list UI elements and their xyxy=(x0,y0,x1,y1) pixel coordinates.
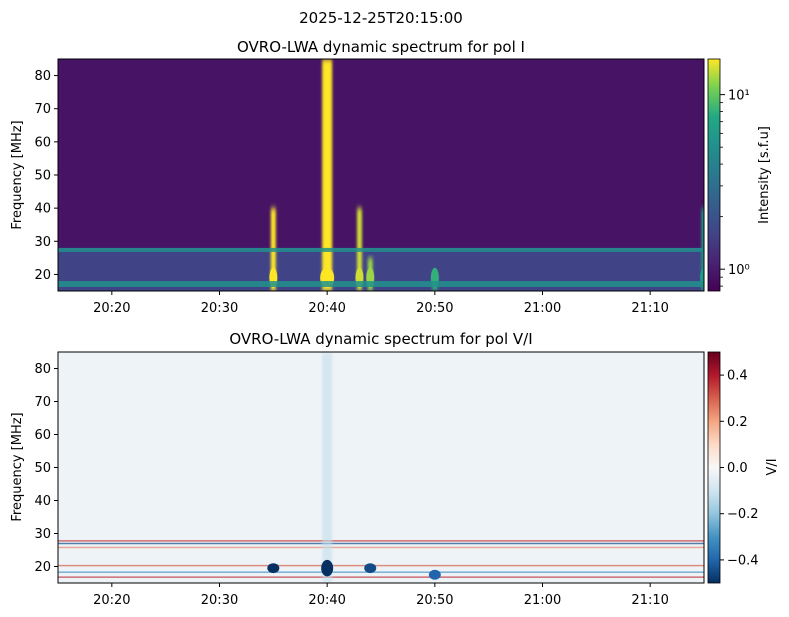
panel-pol-vi: OVRO-LWA dynamic spectrum for pol V/I 20… xyxy=(10,330,780,608)
y-tick-label: 20 xyxy=(34,560,51,575)
panel-pol-i-title: OVRO-LWA dynamic spectrum for pol I xyxy=(237,38,525,56)
x-tick-label: 21:00 xyxy=(524,301,561,316)
y-tick-label: 30 xyxy=(34,527,51,542)
colorbar-gradient xyxy=(707,351,721,584)
colorbar-tick-label: 10⁰ xyxy=(728,263,750,278)
x-tick-label: 20:30 xyxy=(201,301,238,316)
heatmap-background xyxy=(58,352,704,583)
freq-stripe xyxy=(58,564,704,567)
y-tick-label: 30 xyxy=(34,235,51,250)
y-tick-label: 40 xyxy=(34,494,51,509)
freq-stripe xyxy=(58,542,704,545)
x-tick-label: 21:10 xyxy=(631,301,668,316)
x-tick-label: 20:40 xyxy=(308,301,345,316)
rfi-band xyxy=(58,281,704,288)
y-tick-label: 80 xyxy=(34,69,51,84)
figure-suptitle: 2025-12-25T20:15:00 xyxy=(299,9,463,27)
y-tick-label: 50 xyxy=(34,169,51,184)
y-tick-label: 70 xyxy=(34,102,51,117)
freq-stripe xyxy=(58,571,704,573)
colorbar-gradient xyxy=(707,58,721,292)
colorbar-tick-label: 10¹ xyxy=(728,89,750,104)
y-tick-label: 20 xyxy=(34,268,51,283)
freq-stripe xyxy=(58,546,704,549)
y-tick-label: 40 xyxy=(34,202,51,217)
freq-stripe xyxy=(58,540,704,542)
polarized-burst-mark xyxy=(321,559,334,577)
colorbar-tick-label: 0.2 xyxy=(727,415,748,430)
colorbar-tick-label: −0.4 xyxy=(727,553,759,568)
colorbar-label: Intensity [s.f.u] xyxy=(757,126,772,224)
freq-stripe xyxy=(58,576,704,578)
x-tick-label: 21:10 xyxy=(631,593,668,608)
panel-pol-i: OVRO-LWA dynamic spectrum for pol I 20 30… xyxy=(10,38,772,316)
x-axis: 20:20 20:30 20:40 20:50 21:00 21:10 xyxy=(93,583,669,608)
x-tick-label: 21:00 xyxy=(524,593,561,608)
colorbar-tick-label: −0.2 xyxy=(727,507,759,522)
y-tick-label: 80 xyxy=(34,362,51,377)
y-tick-label: 50 xyxy=(34,461,51,476)
polarized-burst-mark xyxy=(428,569,441,580)
x-tick-label: 20:20 xyxy=(93,301,130,316)
heatmap-pol-i xyxy=(58,59,704,291)
x-tick-label: 20:50 xyxy=(416,593,453,608)
heatmap-pol-vi xyxy=(58,352,704,583)
y-tick-label: 60 xyxy=(34,135,51,150)
x-tick-label: 20:20 xyxy=(93,593,130,608)
polarized-burst-mark xyxy=(267,563,280,574)
colorbar-vi: −0.4 −0.2 0.0 0.2 0.4 V/I xyxy=(707,351,780,584)
colorbar-tick-label: 0.0 xyxy=(727,461,748,476)
x-tick-label: 20:40 xyxy=(308,593,345,608)
y-axis: 20 30 40 50 60 70 80 xyxy=(34,69,58,283)
y-tick-label: 60 xyxy=(34,428,51,443)
burst-mark xyxy=(322,59,333,291)
panel-pol-vi-title: OVRO-LWA dynamic spectrum for pol V/I xyxy=(229,330,532,348)
colorbar-intensity: 10⁰ 10¹ Intensity [s.f.u] xyxy=(707,58,772,292)
y-tick-label: 70 xyxy=(34,395,51,410)
y-axis-label: Frequency [MHz] xyxy=(10,412,25,521)
y-axis-label: Frequency [MHz] xyxy=(10,120,25,229)
polarized-burst-mark xyxy=(364,563,377,574)
colorbar-tick-label: 0.4 xyxy=(727,369,748,384)
colorbar-label: V/I xyxy=(765,458,780,475)
rfi-band xyxy=(58,247,704,252)
x-tick-label: 20:30 xyxy=(201,593,238,608)
y-axis: 20 30 40 50 60 70 80 xyxy=(34,362,58,575)
x-axis: 20:20 20:30 20:40 20:50 21:00 21:10 xyxy=(93,291,669,316)
x-tick-label: 20:50 xyxy=(416,301,453,316)
burst-column xyxy=(322,352,333,583)
